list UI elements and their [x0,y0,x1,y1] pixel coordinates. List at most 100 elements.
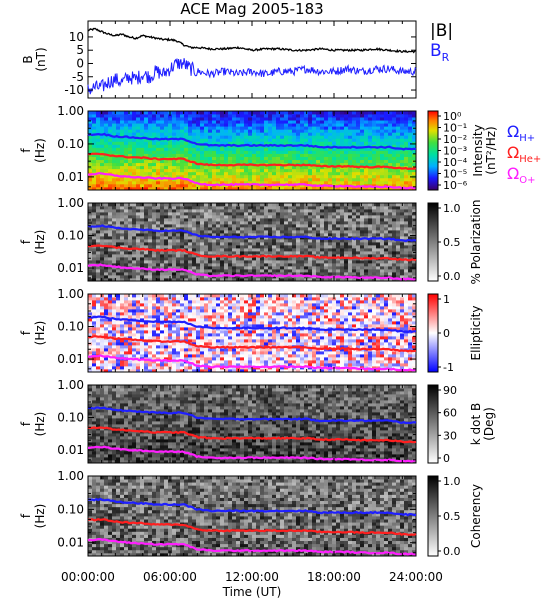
heatmap-cell [340,123,345,127]
heatmap-cell [152,120,157,124]
heatmap-cell [332,150,337,154]
heatmap-cell [220,138,225,142]
heatmap-cell [168,215,173,219]
heatmap-cell [412,233,417,237]
heatmap-cell [224,174,229,179]
heatmap-cell [288,272,293,276]
heatmap-cell [320,212,325,216]
heatmap-cell [284,150,289,154]
heatmap-cell [192,227,197,231]
heatmap-cell [300,159,305,164]
heatmap-cell [224,117,229,121]
heatmap-cell [396,120,401,124]
heatmap-cell [180,174,185,179]
heatmap-cell [124,230,129,234]
heatmap-cell [324,141,329,145]
heatmap-cell [396,248,401,252]
heatmap-cell [272,141,277,145]
heatmap-cell [96,327,101,331]
heatmap-cell [212,120,217,124]
heatmap-cell [168,266,173,270]
heatmap-cell [280,186,285,191]
heatmap-cell [352,218,357,222]
heatmap-cell [264,132,269,136]
heatmap-cell [128,360,133,364]
heatmap-cell [304,141,309,145]
heatmap-cell [136,306,141,310]
heatmap-cell [108,230,113,234]
heatmap-cell [112,218,117,222]
heatmap-cell [168,260,173,264]
heatmap-cell [340,272,345,276]
heatmap-cell [112,321,117,325]
heatmap-cell [300,230,305,234]
heatmap-cell [304,132,309,136]
heatmap-cell [392,239,397,243]
heatmap-cell [180,233,185,237]
heatmap-cell [356,153,361,157]
heatmap-cell [388,278,393,282]
heatmap-cell [120,117,125,121]
heatmap-cell [152,278,157,282]
heatmap-cell [292,156,297,161]
heatmap-cell [176,129,181,133]
heatmap-cell [156,141,161,145]
heatmap-cell [384,135,389,139]
heatmap-cell [164,123,169,127]
heatmap-cell [336,159,341,164]
heatmap-cell [172,203,177,207]
heatmap-cell [136,168,141,173]
heatmap-cell [116,221,121,225]
heatmap-cell [108,236,113,240]
heatmap-cell [272,266,277,270]
heatmap-cell [324,209,329,213]
heatmap-cell [96,150,101,154]
heatmap-cell [112,138,117,142]
heatmap-cell [136,215,141,219]
heatmap-cell [96,174,101,179]
heatmap-cell [152,297,157,301]
heatmap-cell [156,333,161,337]
heatmap-cell [144,366,149,370]
heatmap-cell [320,111,325,115]
heatmap-cell [388,150,393,154]
heatmap-cell [96,156,101,161]
heatmap-cell [100,218,105,222]
heatmap-cell [184,272,189,276]
heatmap-cell [132,333,137,337]
heatmap-cell [384,233,389,237]
heatmap-cell [176,123,181,127]
heatmap-cell [392,144,397,148]
heatmap-cell [288,233,293,237]
heatmap-cell [308,248,313,252]
heatmap-cell [352,230,357,234]
heatmap-cell [124,168,129,173]
heatmap-cell [112,147,117,151]
heatmap-cell [108,174,113,179]
heatmap-cell [344,129,349,133]
heatmap-cell [284,278,289,282]
heatmap-cell [388,239,393,243]
heatmap-cell [204,180,209,185]
heatmap-cell [92,324,97,328]
heatmap-cell [108,150,113,154]
heatmap-cell [288,174,293,179]
heatmap-cell [388,135,393,139]
heatmap-cell [116,215,121,219]
heatmap-cell [308,159,313,164]
heatmap-cell [388,212,393,216]
heatmap-cell [248,230,253,234]
heatmap-cell [124,218,129,222]
heatmap-cell [360,206,365,210]
heatmap-cell [120,345,125,349]
heatmap-cell [252,153,257,157]
heatmap-cell [152,351,157,355]
heatmap-cell [288,114,293,118]
heatmap-cell [336,135,341,139]
heatmap-cell [120,123,125,127]
heatmap-cell [156,303,161,307]
heatmap-cell [136,147,141,151]
heatmap-cell [324,218,329,222]
heatmap-cell [300,266,305,270]
heatmap-cell [148,129,153,133]
